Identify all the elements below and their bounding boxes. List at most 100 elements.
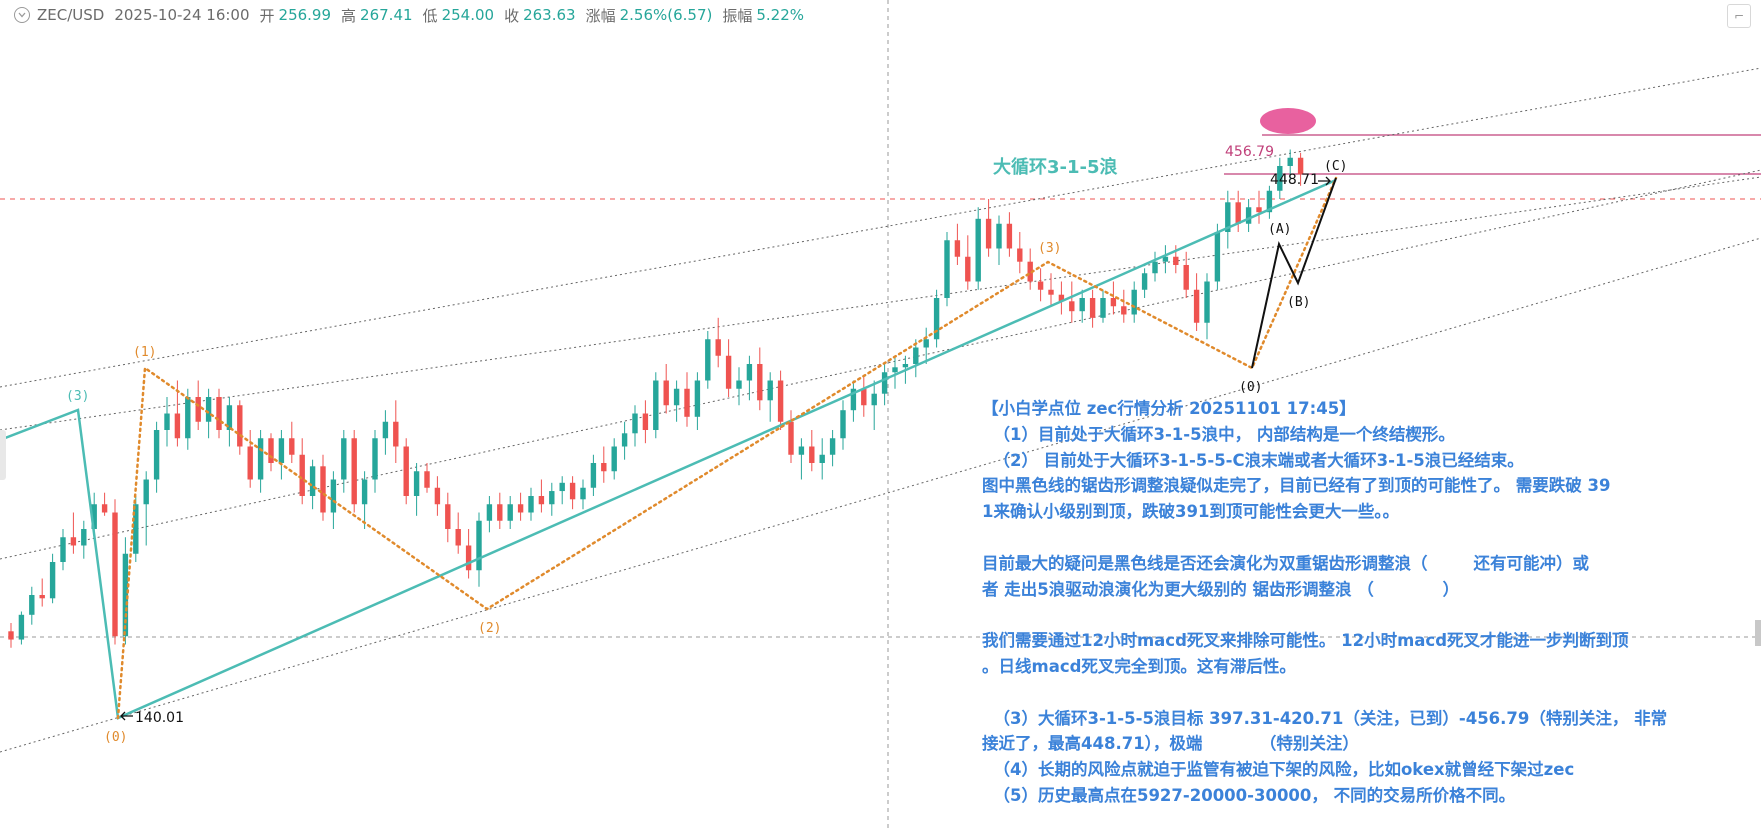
- candle-body: [746, 364, 753, 381]
- wave-label-c: (C): [1324, 159, 1347, 174]
- candle-body: [892, 367, 898, 373]
- channel-line-4: [0, 176, 1761, 431]
- candle-body: [29, 595, 35, 615]
- candle-body: [434, 487, 441, 505]
- candle-body: [1287, 157, 1293, 166]
- candle-body: [445, 504, 451, 529]
- redaction-blob: [1260, 108, 1316, 134]
- candle-body: [923, 339, 929, 348]
- candle-body: [1204, 281, 1210, 323]
- candle-body: [1141, 273, 1148, 290]
- candle-body: [538, 496, 545, 505]
- candle-body: [413, 471, 420, 496]
- candle-body: [1225, 202, 1231, 232]
- candle-body: [1193, 289, 1200, 323]
- candle-body: [819, 454, 825, 463]
- candle-body: [1173, 256, 1179, 265]
- note-line-8: 者 走出5浪驱动浪演化为更大级别的 锯齿形调整浪 （ ）: [982, 579, 1460, 599]
- candle-body: [174, 413, 181, 439]
- candle-body: [497, 504, 503, 521]
- candle-body: [237, 405, 243, 447]
- candle-body: [91, 504, 97, 529]
- candle-body: [257, 438, 264, 480]
- collapse-icon[interactable]: [14, 7, 30, 23]
- channel-line-3: [0, 237, 1761, 753]
- candle-body: [715, 339, 721, 356]
- candle-body: [965, 256, 971, 282]
- candle-body: [673, 388, 680, 406]
- open-value: 256.99: [278, 6, 332, 24]
- note-line-12: [982, 680, 1672, 706]
- candle-body: [694, 380, 701, 417]
- candle-body: [788, 421, 794, 455]
- candle-body: [268, 438, 274, 463]
- change-label: 涨幅: [585, 6, 616, 25]
- candle-body: [829, 438, 836, 455]
- note-line-9: [982, 602, 1672, 628]
- low-label: 低: [422, 6, 438, 25]
- candle-body: [216, 397, 222, 430]
- note-line-13: （3）大循环3-1-5-5浪目标 397.31-420.71（关注，已到）-45…: [982, 708, 1668, 728]
- candle-body: [289, 438, 295, 455]
- candle-body: [1183, 265, 1189, 290]
- analysis-note: 【小白学点位 zec行情分析 20251101 17:45】 （1）目前处于大循…: [982, 396, 1672, 809]
- candle-body: [81, 529, 87, 546]
- candle-body: [840, 410, 846, 439]
- candle-body: [777, 380, 784, 422]
- high-price-label: 448.71: [1270, 172, 1319, 188]
- elliott-wave-overlays: [0, 108, 1338, 721]
- candle-body: [642, 413, 649, 430]
- note-line-7: 目前最大的疑问是黑色线是否还会演化为双重锯齿形调整浪（ 还有可能冲）或: [982, 553, 1589, 573]
- high-label: 高: [341, 6, 357, 25]
- note-line-16: （5）历史最高点在5927-20000-30000， 不同的交易所价格不同。: [982, 785, 1516, 805]
- candle-body: [70, 537, 77, 546]
- candle-body: [1037, 281, 1044, 290]
- candle-body: [944, 240, 950, 298]
- candle-body: [621, 433, 628, 447]
- candle-body: [580, 487, 586, 500]
- candle-body: [559, 482, 565, 492]
- cycle-title: 大循环3-1-5浪: [993, 156, 1118, 178]
- right-scroll-handle[interactable]: [1755, 620, 1761, 646]
- candle-body: [341, 438, 347, 480]
- candle-body: [60, 537, 66, 562]
- note-line-4: 图中黑色线的锯齿形调整浪疑似走完了，目前已经有了到顶的可能性了。 需要跌破 39: [982, 476, 1611, 496]
- candle-body: [1245, 207, 1252, 224]
- candle-body: [1017, 248, 1023, 262]
- candle-body: [705, 339, 711, 381]
- candle-body: [382, 421, 389, 439]
- candle-body: [101, 504, 108, 513]
- candle-body: [372, 438, 378, 480]
- candle-body: [1069, 301, 1075, 312]
- left-scroll-handle[interactable]: [0, 430, 6, 480]
- candle-body: [486, 504, 493, 521]
- candle-body: [361, 479, 368, 505]
- candle-body: [1079, 298, 1085, 312]
- open-label: 开: [259, 6, 275, 25]
- candle-body: [18, 614, 25, 640]
- candle-body: [954, 240, 961, 257]
- candle-body: [1100, 298, 1106, 318]
- candle-body: [1006, 223, 1013, 249]
- candle-body: [455, 529, 461, 546]
- candle-body: [517, 504, 524, 513]
- wave-label-3-top: (3): [1038, 241, 1061, 256]
- candle-body: [226, 405, 233, 430]
- candle-body: [112, 512, 118, 637]
- expand-corner-icon[interactable]: ⌐: [1727, 4, 1751, 28]
- wave-label-2: (2): [478, 621, 501, 636]
- candle-body: [1162, 256, 1169, 262]
- wave-label-3-left: (3): [66, 389, 89, 404]
- candle-body: [757, 364, 763, 401]
- candle-body: [299, 454, 305, 496]
- candle-body: [476, 520, 482, 571]
- candle-body: [590, 463, 597, 488]
- candle-body: [653, 380, 659, 430]
- candle-body: [424, 471, 430, 488]
- candle-body: [725, 355, 732, 389]
- high-arrow: [1318, 176, 1331, 186]
- candle-body: [153, 430, 160, 480]
- note-line-1: 【小白学点位 zec行情分析 20251101 17:45】: [982, 399, 1356, 418]
- candlestick-series: [8, 149, 1304, 648]
